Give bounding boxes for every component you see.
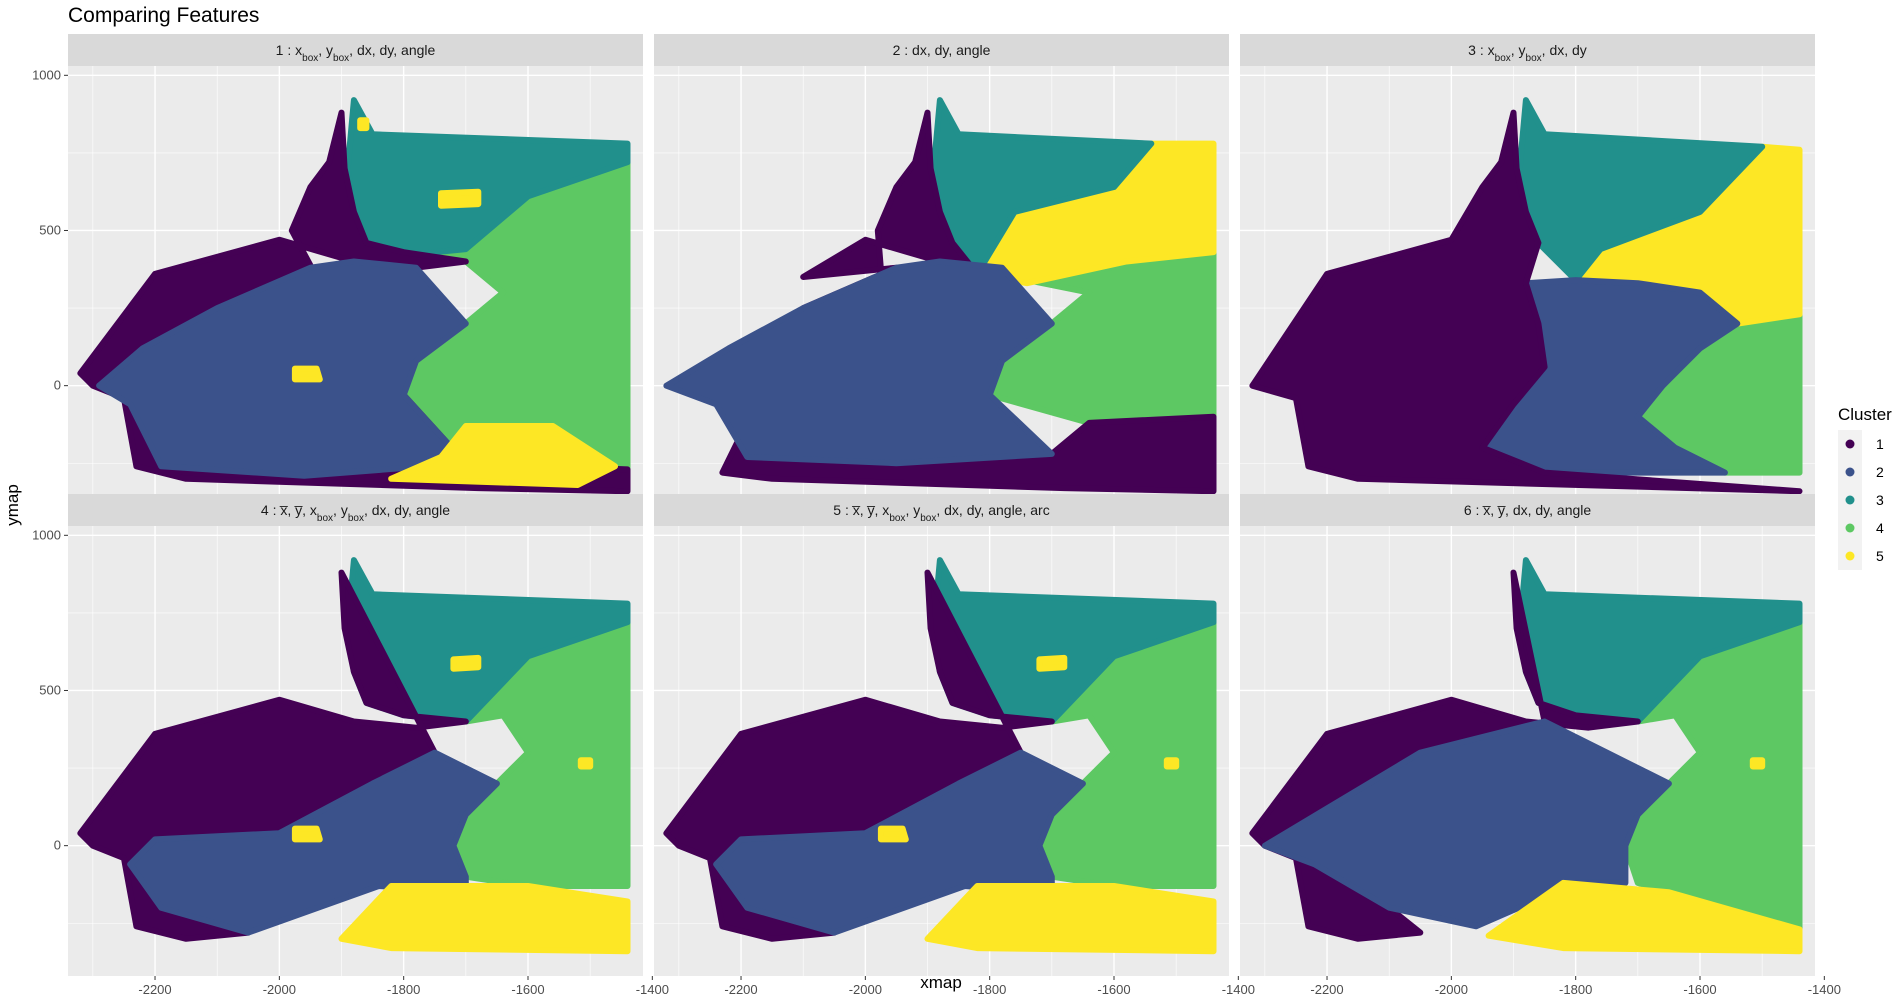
- x-tick-label: -1800: [387, 982, 420, 996]
- cluster-5-region: [1749, 757, 1766, 770]
- x-axis: -2200 -2000 -1800 -1600 -1400: [724, 976, 1255, 996]
- x-tick-label: -1400: [1808, 982, 1841, 996]
- facet-strip-label: 3 : xbox, ybox, dx, dy: [1468, 42, 1587, 64]
- cluster-5-region: [338, 883, 631, 955]
- y-axis-title: ymap: [3, 484, 22, 526]
- facet-panel-2: 2 : dx, dy, angle: [654, 34, 1240, 516]
- y-axis: 0 500 1000: [32, 527, 68, 853]
- legend-key-3: 3: [1845, 492, 1884, 508]
- facet-strip-label: 5 : x̅, y̅, xbox, ybox, dx, dy, angle, a…: [833, 502, 1049, 524]
- x-tick-label: -1800: [973, 982, 1006, 996]
- x-tick-label: -1400: [1222, 982, 1255, 996]
- legend-swatch: [1845, 551, 1855, 561]
- legend-key-1: 1: [1845, 436, 1884, 452]
- x-tick-label: -1400: [636, 982, 669, 996]
- facet-strip-label: 2 : dx, dy, angle: [893, 42, 991, 58]
- facet-strip: [68, 34, 643, 66]
- legend-key-4: 4: [1845, 520, 1884, 536]
- cluster-2-region: [663, 258, 1055, 467]
- legend-title: Cluster: [1838, 405, 1892, 424]
- facet-strip-label: 4 : x̅, y̅, xbox, ybox, dx, dy, angle: [261, 502, 450, 524]
- facet-strip: [1240, 494, 1815, 526]
- y-tick-label: 0: [54, 378, 61, 393]
- x-tick-label: -2000: [1435, 982, 1468, 996]
- cluster-5-region: [357, 117, 370, 132]
- x-tick-label: -2000: [263, 982, 296, 996]
- y-tick-label: 1000: [32, 527, 61, 542]
- facet-panel-4: 4 : x̅, y̅, xbox, ybox, dx, dy, angle 0 50…: [32, 494, 669, 996]
- x-tick-label: -1600: [511, 982, 544, 996]
- x-axis: -2200 -2000 -1800 -1600 -1400: [138, 976, 669, 996]
- legend-label: 2: [1876, 464, 1884, 480]
- legend-label: 5: [1876, 548, 1884, 564]
- facet-panel-3: 3 : xbox, ybox, dx, dy: [1240, 34, 1826, 516]
- cluster-5-region: [577, 757, 594, 770]
- facet-panel-1: 1 : xbox, ybox, dx, dy, angle 0 500 1000: [32, 34, 654, 516]
- x-axis: -2200 -2000 -1800 -1600 -1400: [1310, 976, 1841, 996]
- x-tick-label: -2200: [724, 982, 757, 996]
- cluster-2-region: [96, 258, 469, 479]
- y-tick-label: 0: [54, 838, 61, 853]
- x-tick-label: -2000: [849, 982, 882, 996]
- y-tick-label: 500: [39, 682, 61, 697]
- cluster-5-region: [450, 654, 482, 672]
- legend-swatch: [1845, 495, 1855, 505]
- cluster-5-region: [388, 423, 618, 488]
- legend-keys: 1 2 3 4 5: [1845, 436, 1884, 564]
- x-tick-label: -1600: [1683, 982, 1716, 996]
- x-tick-label: -2200: [1310, 982, 1343, 996]
- y-tick-label: 500: [39, 222, 61, 237]
- y-axis: 0 500 1000: [32, 67, 68, 393]
- legend-swatch: [1845, 523, 1855, 533]
- facet-strip: [68, 494, 643, 526]
- cluster-2-region: [1261, 718, 1672, 930]
- cluster-regions: [1249, 97, 1803, 495]
- facet-strip: [1240, 34, 1815, 66]
- cluster-5-region: [291, 365, 323, 383]
- facet-strip: [654, 494, 1229, 526]
- cluster-5-region: [291, 825, 323, 843]
- x-axis-title: xmap: [920, 973, 962, 992]
- x-tick-label: -2200: [138, 982, 171, 996]
- plot-title: Comparing Features: [68, 4, 259, 27]
- cluster-regions: [663, 557, 1217, 955]
- cluster-1-region: [1249, 109, 1803, 495]
- cluster-regions: [1249, 557, 1803, 955]
- cluster-regions: [77, 557, 631, 955]
- legend-key-5: 5: [1845, 548, 1884, 564]
- cluster-5-region: [1485, 879, 1803, 955]
- facet-strip: [654, 34, 1229, 66]
- cluster-5-region: [1036, 654, 1068, 672]
- cluster-5-region: [924, 883, 1217, 955]
- legend: Cluster 1 2 3 4 5: [1838, 405, 1892, 570]
- legend-key-2: 2: [1845, 464, 1884, 480]
- facet-panel-5: 5 : x̅, y̅, xbox, ybox, dx, dy, angle, a…: [654, 494, 1255, 996]
- facet-strip-label: 1 : xbox, ybox, dx, dy, angle: [276, 42, 436, 64]
- legend-swatch: [1845, 467, 1855, 477]
- cluster-regions: [77, 97, 631, 495]
- legend-label: 4: [1876, 520, 1884, 536]
- facet-panel-6: 6 : x̅, y̅, dx, dy, angle -2200 -2000 -1800…: [1240, 494, 1841, 996]
- facet-panels: 1 : xbox, ybox, dx, dy, angle 0 500 1000 2 :…: [32, 34, 1841, 996]
- legend-label: 3: [1876, 492, 1884, 508]
- legend-swatch: [1845, 439, 1855, 449]
- cluster-5-region: [438, 188, 482, 209]
- cluster-regions: [663, 97, 1217, 495]
- cluster-5-region: [877, 825, 909, 843]
- y-tick-label: 1000: [32, 67, 61, 82]
- legend-label: 1: [1876, 436, 1884, 452]
- facet-strip-label: 6 : x̅, y̅, dx, dy, angle: [1464, 502, 1592, 518]
- x-tick-label: -1800: [1559, 982, 1592, 996]
- x-tick-label: -1600: [1097, 982, 1130, 996]
- cluster-5-region: [1163, 757, 1180, 770]
